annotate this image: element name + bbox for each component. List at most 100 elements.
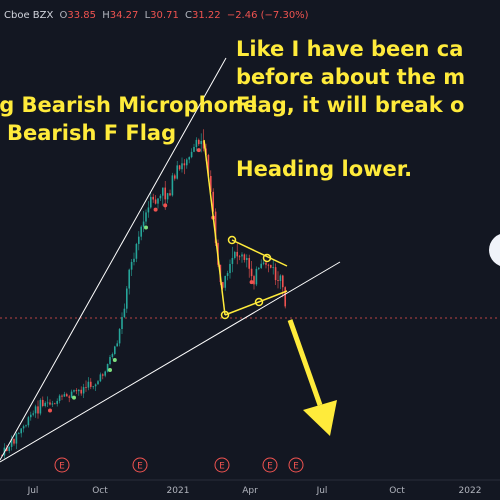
- candle: [106, 364, 109, 372]
- candle: [30, 414, 32, 418]
- earnings-marker: [132, 457, 148, 473]
- candle: [78, 389, 80, 392]
- candle: [118, 329, 121, 344]
- earnings-label: E: [219, 462, 225, 472]
- candle: [82, 387, 85, 394]
- candle: [277, 280, 279, 281]
- ohlc-label: H: [102, 10, 110, 21]
- annotation: / Bearish F Flag: [0, 121, 176, 145]
- header: Cboe BZX O33.85 H34.27 L30.71 C31.22 −2.…: [4, 10, 309, 21]
- ohlc-label: O: [60, 10, 68, 21]
- candle: [188, 157, 190, 160]
- ohlc-value: 30.71: [150, 10, 179, 21]
- candle: [87, 381, 90, 388]
- candle: [181, 163, 183, 170]
- candle: [262, 262, 265, 264]
- ohlc-value: 31.22: [192, 10, 221, 21]
- candle: [128, 269, 130, 289]
- x-tick-label: 2021: [167, 486, 190, 496]
- candle: [142, 221, 145, 227]
- candle: [270, 264, 272, 268]
- candle: [236, 251, 238, 257]
- candle: [18, 433, 20, 435]
- candle: [200, 140, 202, 145]
- candle: [202, 140, 205, 149]
- candle: [61, 395, 63, 397]
- candle: [22, 426, 25, 429]
- annotation: before about the m: [236, 65, 465, 89]
- signal-dot: [196, 148, 201, 153]
- candle: [226, 273, 229, 276]
- candle: [154, 199, 157, 204]
- candle: [157, 198, 159, 204]
- candle: [13, 439, 15, 444]
- candle: [34, 406, 37, 414]
- candle: [272, 267, 274, 268]
- candle: [109, 356, 111, 365]
- x-tick-label: Oct: [389, 486, 405, 496]
- ohlc-label: C: [185, 10, 192, 21]
- candle: [6, 447, 8, 452]
- signal-dot: [112, 358, 117, 363]
- candle: [166, 193, 169, 200]
- candle: [114, 346, 116, 355]
- candle: [104, 371, 106, 376]
- candle: [248, 258, 250, 269]
- candle: [174, 175, 176, 179]
- candle: [75, 390, 78, 392]
- candle: [130, 261, 133, 270]
- candle: [70, 391, 73, 398]
- trend-line: [0, 261, 341, 463]
- candle: [140, 226, 142, 237]
- candle: [63, 394, 66, 397]
- x-axis: Jul Oct 2021 Apr Jul Oct 2022: [27, 486, 482, 496]
- trend-line: [0, 57, 227, 461]
- signal-dot: [48, 408, 52, 413]
- scroll-button[interactable]: [489, 233, 500, 267]
- candle: [90, 381, 92, 387]
- candle: [241, 254, 243, 257]
- candle: [258, 267, 260, 269]
- earnings-marker: [54, 457, 70, 473]
- candle: [243, 254, 246, 260]
- earnings-label: E: [267, 462, 273, 472]
- candle: [1, 455, 3, 456]
- candle: [152, 196, 154, 200]
- candle: [260, 263, 262, 268]
- candle: [169, 193, 171, 196]
- candle: [255, 268, 258, 285]
- annotation: Heading lower.: [236, 157, 412, 181]
- candle: [162, 187, 164, 196]
- candle: [212, 191, 214, 212]
- candle: [250, 268, 253, 277]
- candle: [147, 207, 150, 213]
- candle: [178, 165, 181, 170]
- change: −2.46 (−7.30%): [227, 10, 309, 21]
- candle: [145, 212, 147, 222]
- candle: [282, 275, 284, 288]
- signal-dot: [72, 395, 76, 400]
- earnings-marker: [262, 457, 278, 473]
- ohlc-label: L: [145, 10, 151, 21]
- candle: [37, 406, 39, 414]
- earnings-label: E: [59, 462, 65, 472]
- candle: [224, 275, 226, 288]
- candle: [99, 374, 102, 382]
- candle: [267, 264, 270, 266]
- candle: [54, 403, 56, 405]
- candle: [116, 343, 118, 347]
- annotation: ig Bearish Microphone: [0, 93, 257, 117]
- candle: [121, 317, 123, 330]
- candle: [164, 187, 166, 200]
- candle: [44, 402, 46, 407]
- candle: [176, 165, 178, 179]
- candle: [25, 425, 27, 427]
- x-tick-label: Jul: [316, 486, 328, 496]
- candle: [229, 263, 231, 274]
- candle: [284, 287, 286, 307]
- candle: [27, 417, 30, 426]
